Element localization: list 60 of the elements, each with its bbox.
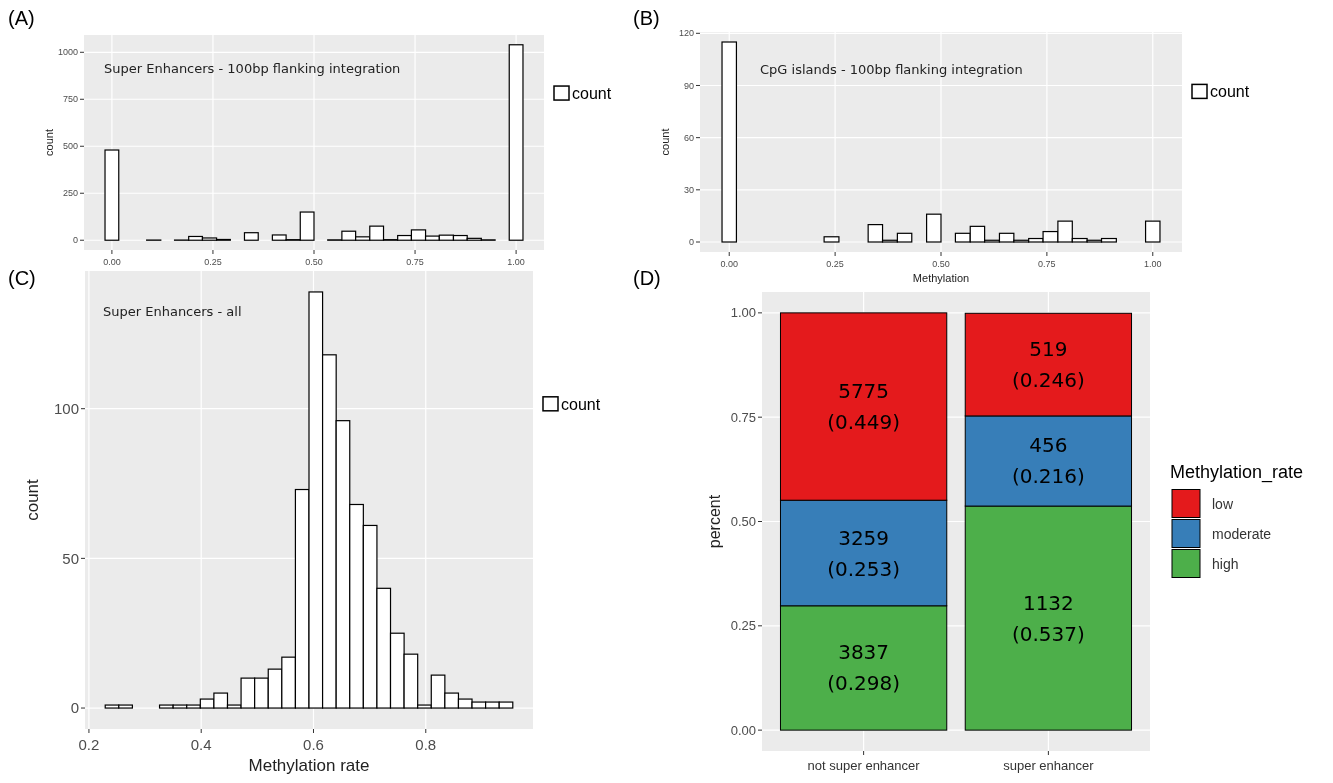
x-axis-title: Methylation xyxy=(912,272,970,284)
y-axis-title: count xyxy=(23,478,42,521)
y-tick-label: 50 xyxy=(62,549,79,567)
x-tick-label: 0.50 xyxy=(305,257,323,267)
y-axis-title: count xyxy=(658,128,671,156)
x-tick-label: 1.00 xyxy=(507,257,525,267)
legend-label: moderate xyxy=(1212,525,1272,542)
legend-title: Methylation_rate xyxy=(1170,461,1304,483)
text: CpG islands - 100bp flanking integration xyxy=(760,62,1023,77)
y-tick-label: 120 xyxy=(678,28,694,39)
legend-label: low xyxy=(1212,495,1234,512)
y-tick-label: 100 xyxy=(53,399,79,417)
data-label: 1132 (0.537) xyxy=(1011,590,1085,646)
y-tick-label: 60 xyxy=(683,132,694,143)
y-axis-title: count xyxy=(42,129,55,156)
y-tick-label: 0 xyxy=(72,235,78,246)
y-tick-label: 90 xyxy=(683,80,694,91)
x-axis-title: Methylation rate xyxy=(248,756,370,775)
y-tick-label: 0.25 xyxy=(730,618,756,634)
text: (B) xyxy=(633,7,660,29)
text: Super Enhancers - 100bp flanking integration xyxy=(104,61,401,76)
data-label: 5775 (0.449) xyxy=(827,379,901,435)
x-tick-label: 0.2 xyxy=(78,736,100,753)
x-tick-label: 1.00 xyxy=(1144,259,1162,269)
data-label: 519 (0.246) xyxy=(1011,337,1085,393)
y-tick-label: 1.00 xyxy=(730,305,756,321)
x-tick-label: 0.25 xyxy=(204,257,222,267)
x-tick-label: 0.8 xyxy=(415,736,437,753)
y-tick-label: 0.75 xyxy=(730,409,756,425)
y-tick-label: 250 xyxy=(62,188,78,199)
y-axis-title: percent xyxy=(706,494,724,549)
x-tick-label: 0.75 xyxy=(1038,259,1056,269)
y-tick-label: 1000 xyxy=(57,47,78,58)
x-tick-label: 0.4 xyxy=(190,736,212,753)
data-label: 3837 (0.298) xyxy=(827,640,901,696)
x-tick-label: 0.75 xyxy=(406,257,424,267)
x-tick-label: 0.25 xyxy=(826,259,844,269)
y-tick-label: 0 xyxy=(70,699,79,717)
text: (D) xyxy=(633,267,661,289)
text: Super Enhancers - all xyxy=(103,304,242,319)
x-tick-label: not super enhancer xyxy=(807,758,921,773)
x-tick-label: 0.00 xyxy=(103,257,121,267)
y-tick-label: 30 xyxy=(683,184,694,195)
y-tick-label: 0.00 xyxy=(730,722,756,738)
y-tick-label: 750 xyxy=(62,94,78,105)
x-tick-label: 0.6 xyxy=(303,736,324,753)
legend-label: count xyxy=(1210,83,1250,101)
legend-label: count xyxy=(561,395,601,413)
data-label: 3259 (0.253) xyxy=(827,525,901,581)
x-tick-label: 0.50 xyxy=(932,259,950,269)
legend-label: high xyxy=(1212,555,1239,572)
x-tick-label: 0.00 xyxy=(720,259,738,269)
data-label: 456 (0.216) xyxy=(1011,433,1085,489)
text: (C) xyxy=(8,267,36,289)
y-tick-label: 0 xyxy=(688,237,694,248)
x-tick-label: super enhancer xyxy=(1003,758,1095,773)
legend-label: count xyxy=(572,85,612,103)
y-tick-label: 0.50 xyxy=(730,514,756,530)
text: (A) xyxy=(8,7,35,29)
y-tick-label: 500 xyxy=(62,141,78,152)
